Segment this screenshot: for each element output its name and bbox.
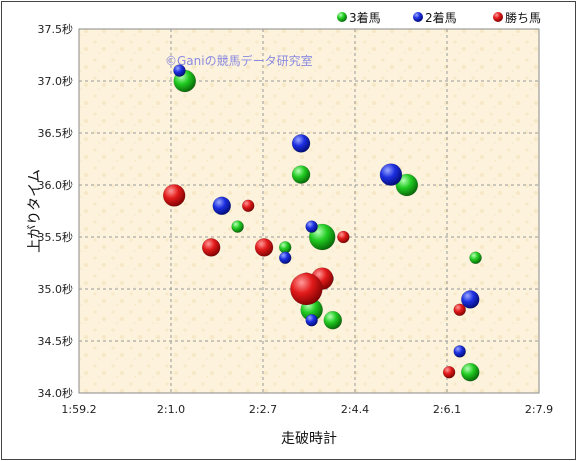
data-point-win <box>442 365 456 379</box>
y-tick-label: 35.5秒 <box>38 230 74 244</box>
data-point-win <box>254 238 274 257</box>
x-tick-label: 2:1.0 <box>157 403 185 416</box>
data-point-third <box>395 173 419 197</box>
y-tick-label: 34.0秒 <box>38 386 74 400</box>
y-axis-ticks: 34.0秒 34.5秒 35.0秒 35.5秒 36.0秒 36.5秒 37.0秒 37.5秒 <box>38 22 74 400</box>
data-point-third <box>231 220 244 233</box>
data-points <box>162 64 482 382</box>
data-point-second <box>305 220 318 233</box>
data-point-third <box>461 362 480 382</box>
data-point-second <box>173 64 186 77</box>
data-point-win <box>201 238 221 257</box>
legend-label-win: 勝ち馬 <box>505 10 541 25</box>
legend-marker-third <box>337 12 347 22</box>
x-tick-label: 2:2.7 <box>249 403 277 416</box>
x-tick-label: 2:7.9 <box>525 403 553 416</box>
data-point-third <box>469 251 482 265</box>
data-point-second <box>291 134 311 153</box>
data-point-win <box>453 303 466 317</box>
data-point-win <box>290 272 323 306</box>
data-point-third <box>291 165 311 184</box>
y-tick-label: 34.5秒 <box>38 334 74 348</box>
data-point-win <box>241 199 255 213</box>
data-point-second <box>461 290 480 309</box>
x-axis-ticks: 1:59.2 2:1.0 2:2.7 2:4.4 2:6.1 2:7.9 <box>61 403 553 416</box>
y-tick-label: 36.5秒 <box>38 126 74 140</box>
data-point-win <box>337 230 350 244</box>
y-tick-label: 37.5秒 <box>38 22 74 36</box>
x-tick-label: 2:6.1 <box>433 403 461 416</box>
legend-marker-win <box>493 12 503 22</box>
data-point-second <box>379 163 403 186</box>
data-point-second <box>453 345 466 358</box>
x-tick-label: 2:4.4 <box>341 403 369 416</box>
x-tick-label: 1:59.2 <box>61 403 96 416</box>
legend: 3着馬 2着馬 勝ち馬 <box>337 10 541 25</box>
data-point-second <box>212 196 232 216</box>
y-tick-label: 35.0秒 <box>38 282 74 296</box>
legend-label-second: 2着馬 <box>425 10 457 25</box>
legend-marker-second <box>413 12 423 22</box>
y-tick-label: 37.0秒 <box>38 74 74 88</box>
data-point-second <box>278 251 292 265</box>
x-axis-title: 走破時計 <box>281 431 337 447</box>
watermark: ©Ganiの競馬データ研究室 <box>165 53 313 68</box>
plot-area <box>78 28 540 394</box>
y-tick-label: 36.0秒 <box>38 178 74 192</box>
y-axis-title: 上がりタイム <box>27 169 43 253</box>
data-point-win <box>162 184 186 207</box>
legend-label-third: 3着馬 <box>349 10 381 25</box>
data-point-third <box>323 310 343 330</box>
data-point-second <box>305 313 318 327</box>
